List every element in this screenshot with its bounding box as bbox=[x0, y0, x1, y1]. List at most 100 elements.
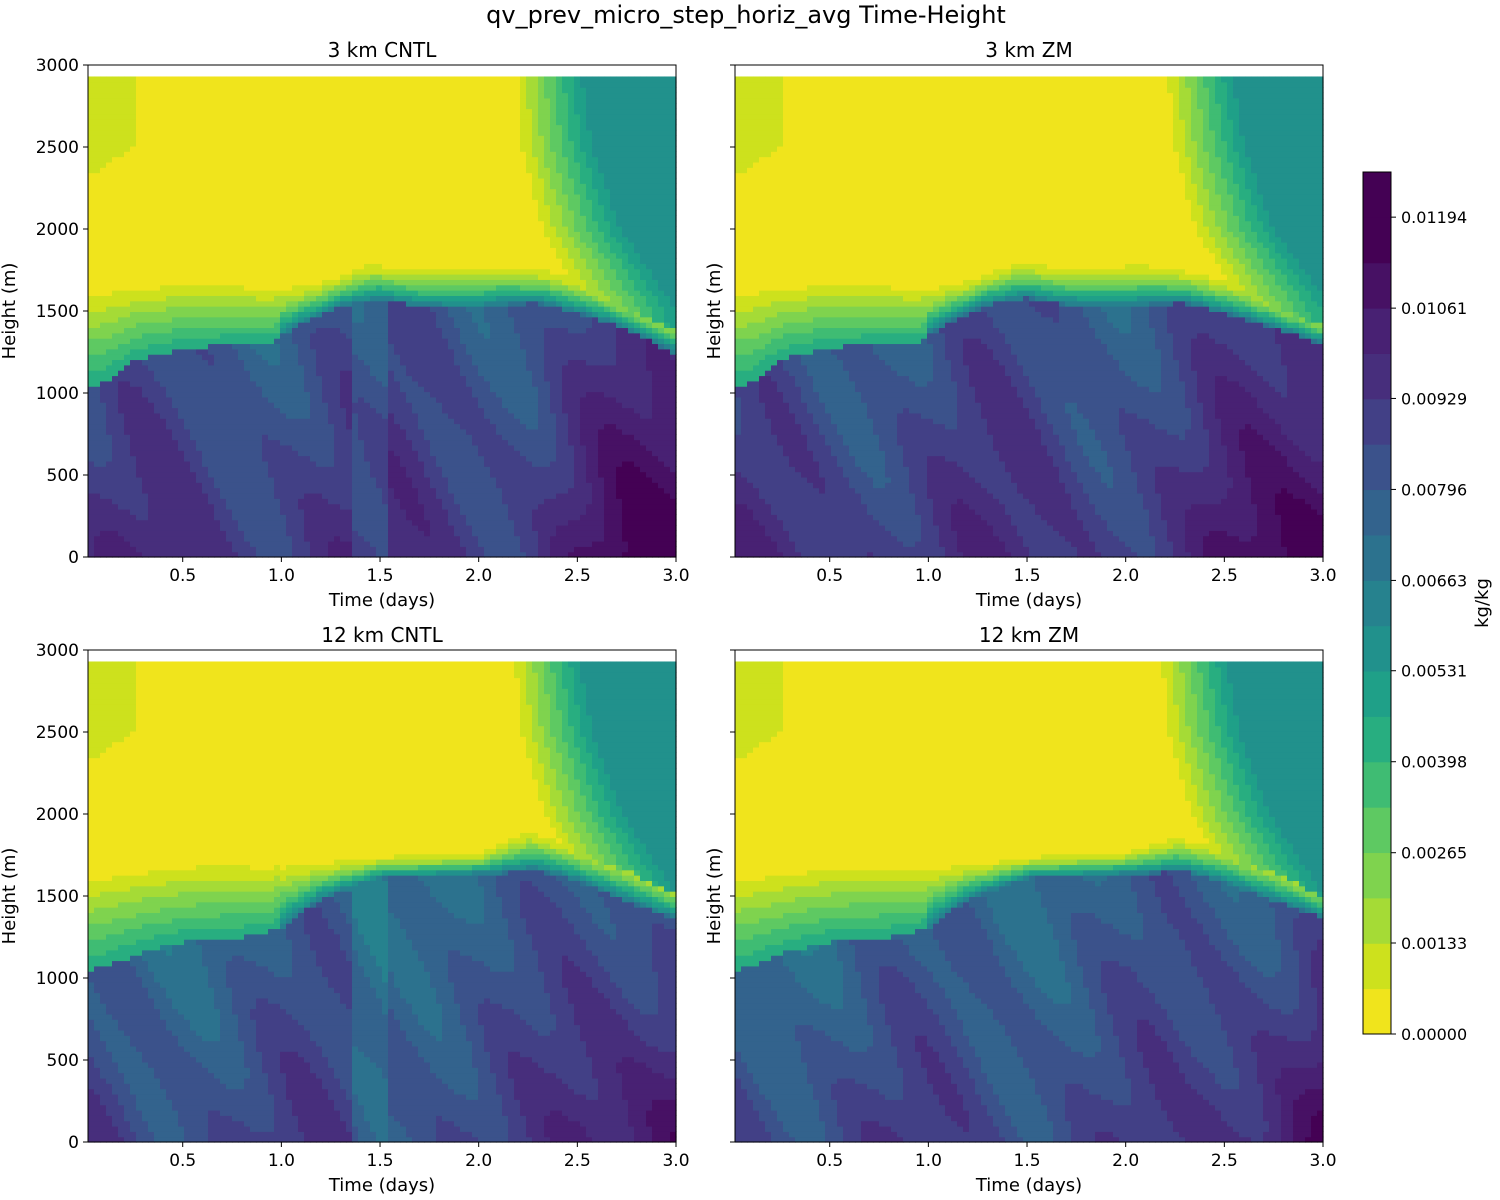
contour-cell bbox=[130, 476, 137, 483]
contour-cell bbox=[358, 364, 365, 371]
contour-cell bbox=[190, 81, 197, 88]
contour-cell bbox=[358, 359, 365, 366]
contour-cell bbox=[280, 540, 287, 547]
contour-cell bbox=[382, 290, 389, 296]
contour-cell bbox=[262, 439, 269, 446]
contour-cell bbox=[310, 423, 317, 430]
contour-cell bbox=[394, 487, 401, 494]
contour-cell bbox=[322, 450, 329, 457]
contour-cell bbox=[274, 231, 281, 238]
contour-cell bbox=[202, 247, 209, 254]
contour-cell bbox=[142, 434, 149, 441]
contour-cell bbox=[178, 263, 185, 270]
contour-cell bbox=[382, 380, 389, 387]
contour-cell bbox=[316, 487, 323, 494]
contour-cell bbox=[118, 434, 125, 441]
contour-cell bbox=[232, 290, 239, 296]
contour-cell bbox=[154, 279, 161, 286]
contour-cell bbox=[328, 359, 335, 366]
contour-cell bbox=[262, 476, 269, 483]
contour-cell bbox=[94, 290, 101, 296]
contour-cell bbox=[274, 519, 281, 526]
contour-cell bbox=[310, 412, 317, 419]
contour-cell bbox=[166, 151, 173, 158]
contour-cell bbox=[202, 551, 209, 558]
contour-cell bbox=[160, 316, 167, 323]
contour-cell bbox=[358, 199, 365, 206]
contour-cell bbox=[130, 327, 137, 334]
contour-cell bbox=[148, 423, 155, 430]
contour-cell bbox=[226, 535, 233, 542]
contour-cell bbox=[94, 215, 101, 222]
contour-cell bbox=[340, 258, 347, 264]
contour-cell bbox=[382, 76, 389, 83]
contour-cell bbox=[280, 428, 287, 435]
contour-cell bbox=[160, 476, 167, 483]
contour-cell bbox=[166, 199, 173, 206]
contour-cell bbox=[214, 316, 221, 323]
contour-cell bbox=[388, 279, 395, 286]
contour-cell bbox=[238, 434, 245, 441]
contour-cell bbox=[238, 76, 245, 83]
contour-cell bbox=[178, 498, 185, 505]
contour-cell bbox=[406, 231, 413, 238]
contour-cell bbox=[184, 92, 191, 99]
contour-cell bbox=[160, 332, 167, 339]
contour-cell bbox=[316, 145, 323, 152]
contour-cell bbox=[208, 508, 215, 515]
contour-cell bbox=[166, 444, 173, 451]
contour-cell bbox=[370, 375, 377, 382]
contour-cell bbox=[352, 444, 359, 451]
contour-cell bbox=[136, 535, 143, 542]
contour-cell bbox=[202, 97, 209, 104]
contour-cell bbox=[412, 279, 419, 286]
contour-cell bbox=[388, 129, 395, 136]
contour-cell bbox=[106, 530, 113, 537]
contour-cell bbox=[112, 380, 119, 387]
contour-cell bbox=[394, 514, 401, 521]
contour-cell bbox=[400, 423, 407, 430]
contour-cell bbox=[370, 546, 377, 553]
contour-cell bbox=[352, 338, 359, 345]
contour-cell bbox=[352, 215, 359, 222]
contour-cell bbox=[196, 151, 203, 158]
contour-cell bbox=[94, 492, 101, 499]
contour-cell bbox=[352, 177, 359, 184]
contour-cell bbox=[166, 113, 173, 120]
contour-cell bbox=[232, 236, 239, 243]
contour-cell bbox=[178, 439, 185, 446]
contour-cell bbox=[280, 284, 287, 291]
contour-cell bbox=[214, 492, 221, 499]
contour-cell bbox=[238, 236, 245, 243]
contour-cell bbox=[124, 290, 131, 296]
contour-cell bbox=[322, 204, 329, 211]
contour-cell bbox=[340, 492, 347, 499]
contour-cell bbox=[196, 450, 203, 457]
contour-cell bbox=[244, 268, 251, 275]
contour-cell bbox=[346, 332, 353, 339]
contour-cell bbox=[250, 327, 257, 334]
contour-cell bbox=[220, 428, 227, 435]
contour-cell bbox=[310, 113, 317, 120]
contour-cell bbox=[280, 156, 287, 163]
contour-cell bbox=[244, 322, 251, 329]
contour-cell bbox=[322, 81, 329, 88]
contour-cell bbox=[364, 306, 371, 312]
contour-cell bbox=[370, 290, 377, 296]
contour-cell bbox=[280, 434, 287, 441]
contour-cell bbox=[286, 188, 293, 195]
contour-cell bbox=[394, 209, 401, 216]
contour-cell bbox=[310, 535, 317, 542]
contour-cell bbox=[310, 274, 317, 280]
contour-cell bbox=[316, 540, 323, 547]
contour-cell bbox=[388, 306, 395, 312]
contour-cell bbox=[250, 76, 257, 83]
contour-cell bbox=[322, 375, 329, 382]
contour-cell bbox=[358, 279, 365, 286]
contour-cell bbox=[214, 439, 221, 446]
contour-cell bbox=[136, 476, 143, 483]
contour-cell bbox=[190, 322, 197, 329]
contour-cell bbox=[364, 145, 371, 152]
contour-cell bbox=[172, 129, 179, 136]
contour-cell bbox=[328, 295, 335, 302]
